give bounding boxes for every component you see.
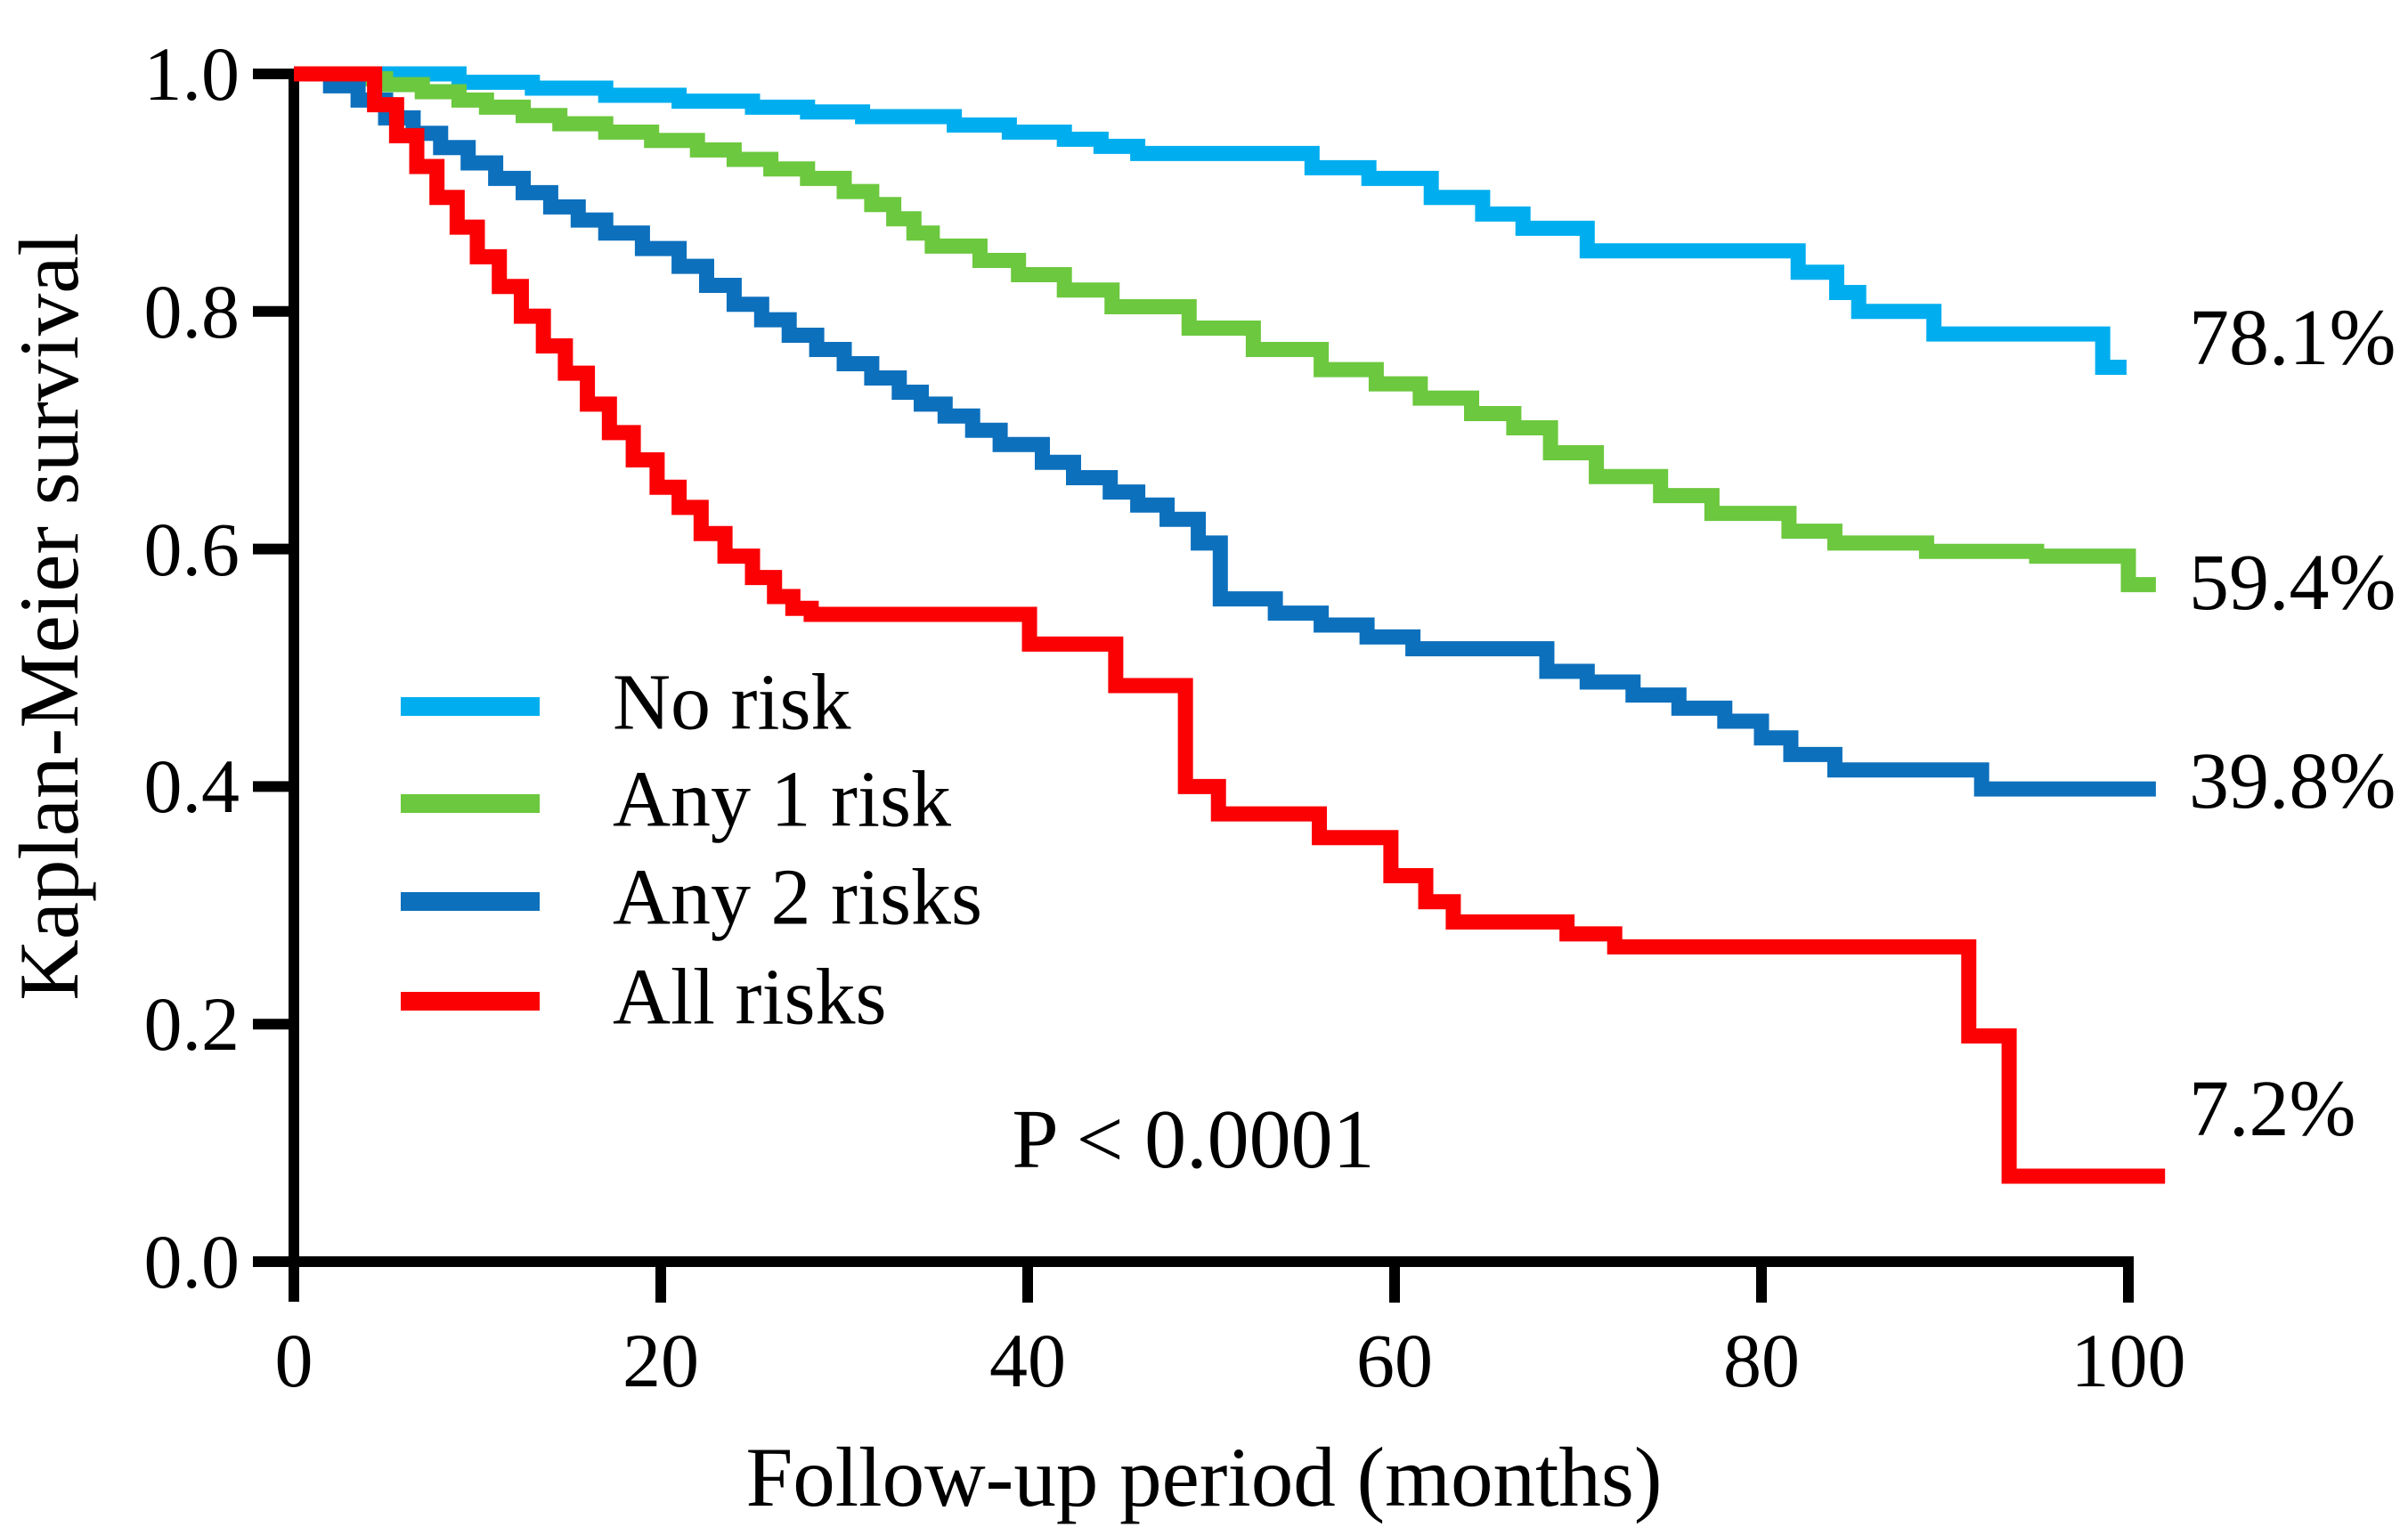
y-tick-label: 0.8 — [143, 268, 240, 354]
y-tick-label: 0.2 — [143, 981, 240, 1068]
x-tick-label: 100 — [2070, 1318, 2186, 1403]
x-tick-label: 40 — [989, 1318, 1066, 1403]
legend-swatch-any-2-risks-icon — [401, 892, 540, 911]
legend-swatch-no-risk-icon — [401, 697, 540, 716]
survival-curve-no-risk — [294, 66, 2127, 375]
y-tick-label: 0.0 — [143, 1219, 240, 1304]
final-survival-label-no-risk: 78.1% — [2189, 294, 2396, 383]
survival-curve-any-1-risk — [294, 66, 2156, 593]
legend-label-all-risks: All risks — [613, 953, 887, 1042]
legend-label-no-risk: No risk — [613, 658, 851, 747]
final-survival-label-all-risks: 7.2% — [2189, 1065, 2356, 1154]
x-axis-title: Follow-up period (months) — [745, 1430, 1663, 1524]
y-tick-label: 0.6 — [143, 506, 240, 592]
x-tick-label: 60 — [1356, 1318, 1433, 1403]
legend-swatch-all-risks-icon — [401, 992, 540, 1011]
y-tick-label: 0.4 — [143, 743, 240, 830]
legend-swatch-any-1-risk-icon — [401, 794, 540, 813]
y-tick-label: 1.0 — [143, 31, 240, 117]
x-tick-label: 20 — [622, 1318, 699, 1403]
x-tick-label: 80 — [1723, 1318, 1800, 1403]
survival-curve-any-2-risks — [294, 66, 2156, 797]
legend-label-any-1-risk: Any 1 risk — [613, 755, 951, 844]
legend-label-any-2-risks: Any 2 risks — [613, 853, 983, 942]
x-tick-label: 0 — [274, 1318, 313, 1403]
survival-curve-all-risks — [294, 66, 2166, 1184]
p-value-annotation: P < 0.0001 — [1012, 1093, 1375, 1186]
final-survival-label-any-1-risk: 59.4% — [2189, 539, 2396, 628]
final-survival-label-any-2-risks: 39.8% — [2189, 737, 2396, 826]
